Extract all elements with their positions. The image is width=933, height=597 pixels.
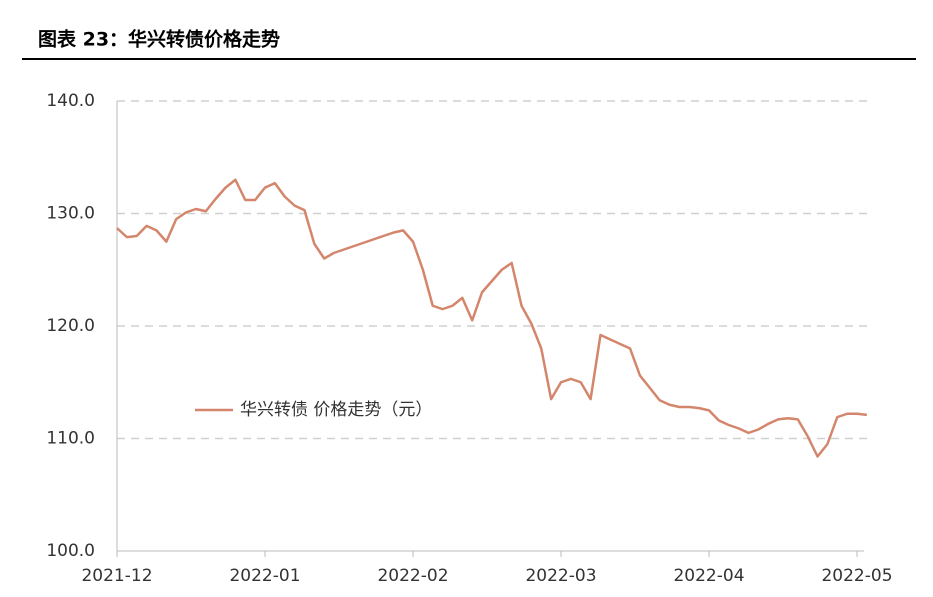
x-tick-label: 2022-04 [673,566,744,586]
y-tick-label: 100.0 [46,541,95,561]
y-tick-label: 120.0 [46,316,95,336]
x-tick-label: 2022-05 [821,566,892,586]
x-tick-label: 2022-01 [229,566,300,586]
chart-title: 图表 23：华兴转债价格走势 [38,28,280,51]
y-tick-label: 130.0 [46,204,95,224]
y-tick-label: 140.0 [46,91,95,111]
legend-label: 华兴转债 价格走势（元） [240,400,432,420]
x-tick-label: 2021-12 [81,566,152,586]
line-series [116,178,868,458]
y-tick-label: 110.0 [46,429,95,449]
x-tick-label: 2022-02 [377,566,448,586]
x-tick-label: 2022-03 [525,566,596,586]
